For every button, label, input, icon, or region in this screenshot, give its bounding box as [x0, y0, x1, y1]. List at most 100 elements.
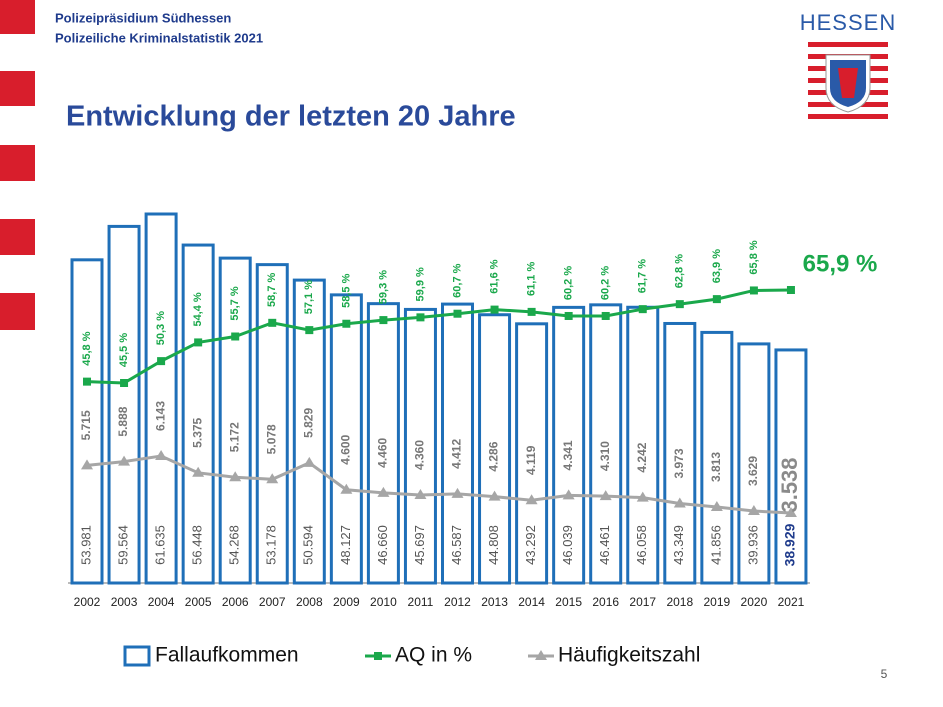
line-value-label: 4.286	[487, 441, 501, 471]
line-value-label: 4.600	[339, 434, 353, 464]
line-marker	[673, 497, 686, 508]
bar-value-label: 53.178	[264, 525, 279, 565]
line-value-label: 57,1 %	[303, 280, 315, 314]
line-value-label: 3.629	[746, 456, 760, 486]
line-marker	[377, 486, 390, 497]
bar-value-label: 41.856	[708, 525, 723, 565]
bar-value-label: 45.697	[412, 525, 427, 565]
line-marker	[155, 450, 168, 460]
bar	[700, 330, 734, 585]
x-tick-label: 2007	[259, 595, 286, 609]
line-value-label: 5.078	[264, 424, 278, 454]
line-value-label: 50,3 %	[155, 311, 167, 345]
line-value-label: 54,4 %	[192, 292, 204, 326]
bar	[737, 342, 771, 585]
bar-value-label: 46.039	[560, 525, 575, 565]
x-tick-label: 2016	[592, 595, 619, 609]
line-marker	[416, 313, 425, 322]
bar-value-label: 44.808	[486, 525, 501, 565]
line-marker	[749, 286, 758, 295]
line-marker	[305, 326, 314, 335]
line-value-label: 4.412	[450, 439, 464, 469]
slide-title: Entwicklung der letzten 20 Jahre	[66, 101, 516, 133]
bar	[329, 293, 363, 585]
bar-value-label: 54.268	[227, 525, 242, 565]
line-value-label: 59,9 %	[414, 267, 426, 301]
line	[86, 454, 792, 515]
line-marker	[157, 357, 166, 366]
line-marker	[266, 473, 279, 484]
line-marker	[340, 483, 353, 494]
line-value-label: 4.360	[413, 440, 427, 470]
line-marker	[229, 471, 242, 482]
x-tick-label: 2015	[555, 595, 582, 609]
line-marker	[81, 459, 93, 470]
x-tick-label: 2006	[222, 595, 249, 609]
line-marker	[120, 379, 129, 387]
line-marker	[118, 455, 131, 466]
header-line: Polizeipräsidium Südhessen	[55, 10, 231, 25]
line-marker	[525, 494, 538, 505]
x-tick-label: 2009	[333, 595, 360, 609]
x-tick-label: 2004	[148, 595, 175, 609]
line-marker	[451, 487, 464, 498]
bar-value-label: 48.127	[338, 525, 353, 565]
line-marker	[599, 490, 612, 501]
x-tick-label: 2011	[408, 595, 434, 609]
line-value-label: 45,5 %	[118, 333, 130, 367]
line-marker	[527, 307, 536, 316]
line-marker	[490, 305, 499, 314]
line-value-label: 4.310	[598, 441, 612, 471]
line-value-label: 4.119	[524, 445, 538, 475]
legend-swatch	[123, 645, 151, 667]
line-marker	[712, 295, 721, 304]
line-marker	[675, 300, 684, 309]
line-marker	[231, 332, 240, 341]
header-line: Polizeiliche Kriminalstatistik 2021	[55, 30, 263, 45]
bar-value-label: 46.660	[375, 525, 390, 565]
x-tick-label: 2008	[296, 595, 323, 609]
logo: HESSEN	[800, 10, 896, 122]
line-marker	[564, 311, 573, 320]
line-value-label: 61,6 %	[488, 259, 500, 293]
bar	[255, 263, 289, 585]
line-value-label: 62,8 %	[674, 254, 686, 288]
line-value-label: 4.460	[376, 437, 390, 467]
legend-marker	[374, 652, 382, 660]
line-value-label: 3.813	[709, 452, 723, 482]
line-marker	[488, 490, 501, 501]
bar-value-label: 59.564	[115, 525, 130, 565]
bar-value-label: 46.587	[449, 525, 464, 565]
line-marker	[784, 507, 797, 517]
bar	[663, 321, 697, 585]
line	[86, 288, 791, 385]
line-value-label: 58,7 %	[266, 272, 278, 306]
line-value-label: 63,9 %	[711, 249, 723, 283]
x-tick-label: 2021	[778, 595, 805, 609]
bar	[144, 212, 178, 585]
bar	[366, 302, 400, 585]
bar-value-label: 43.292	[523, 525, 538, 565]
bar	[218, 256, 252, 585]
line-value-label: 5.829	[301, 408, 315, 438]
legend-label: AQ in %	[395, 644, 472, 667]
legend-label: Häufigkeitszahl	[558, 644, 700, 667]
line-marker	[601, 311, 610, 320]
bar-value-label: 61.635	[153, 525, 168, 565]
line-marker	[414, 489, 427, 500]
logo-text: HESSEN	[800, 10, 896, 35]
x-tick-label: 2005	[185, 595, 212, 609]
x-tick-label: 2002	[74, 595, 101, 609]
plot: 2002 2003 2004 2005 2006 2007 2008 2009 2010 2011…	[68, 212, 878, 667]
bar	[552, 305, 586, 585]
line-value-label: 5.172	[227, 422, 241, 452]
bar	[70, 258, 104, 585]
x-tick-label: 2014	[518, 595, 545, 609]
line-value-label: 65,9 %	[803, 250, 878, 277]
line-marker	[83, 377, 91, 386]
legend-marker	[535, 650, 547, 660]
line-marker	[747, 505, 760, 516]
line-marker	[562, 489, 575, 500]
bar	[774, 348, 808, 585]
